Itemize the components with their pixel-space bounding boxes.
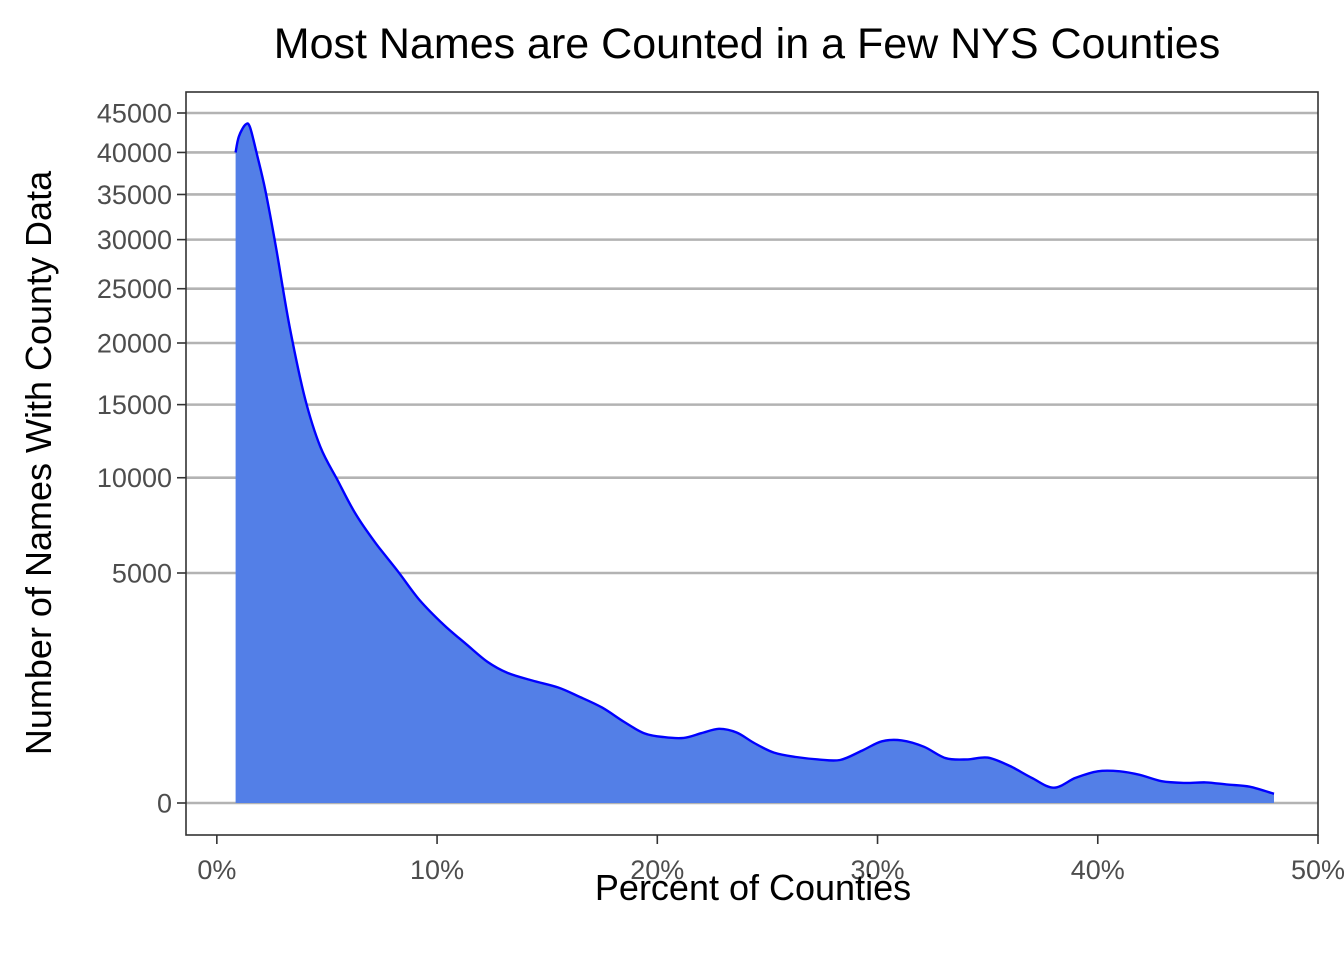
x-axis-title: Percent of Counties	[595, 867, 911, 908]
density-fill	[235, 123, 1275, 804]
plot-panel-border	[185, 91, 1319, 836]
x-tick-label: 0%	[197, 855, 236, 885]
y-tick-label: 5000	[112, 559, 172, 589]
y-axis-title: Number of Names With County Data	[18, 170, 59, 755]
x-tick-label: 10%	[410, 855, 464, 885]
y-tick-label: 40000	[97, 138, 172, 168]
x-axis: 0% 10% 20% 30% 40% 50%	[197, 835, 1344, 885]
y-tick-label: 0	[157, 789, 172, 819]
y-axis: 0 5000 10000 15000 20000 25000 30000 35000 40000…	[97, 99, 186, 819]
y-tick-label: 30000	[97, 225, 172, 255]
y-tick-label: 25000	[97, 274, 172, 304]
x-tick-label: 30%	[851, 855, 905, 885]
y-tick-label: 35000	[97, 180, 172, 210]
y-tick-label: 20000	[97, 329, 172, 359]
density-line	[234, 122, 1275, 795]
y-tick-label: 15000	[97, 390, 172, 420]
chart-title: Most Names are Counted in a Few NYS Coun…	[274, 20, 1220, 68]
y-tick-label: 45000	[97, 99, 172, 129]
density-area	[234, 122, 1275, 804]
y-tick-label: 10000	[97, 463, 172, 493]
x-tick-label: 20%	[630, 855, 684, 885]
x-tick-label: 40%	[1071, 855, 1125, 885]
x-tick-label: 50%	[1291, 855, 1344, 885]
